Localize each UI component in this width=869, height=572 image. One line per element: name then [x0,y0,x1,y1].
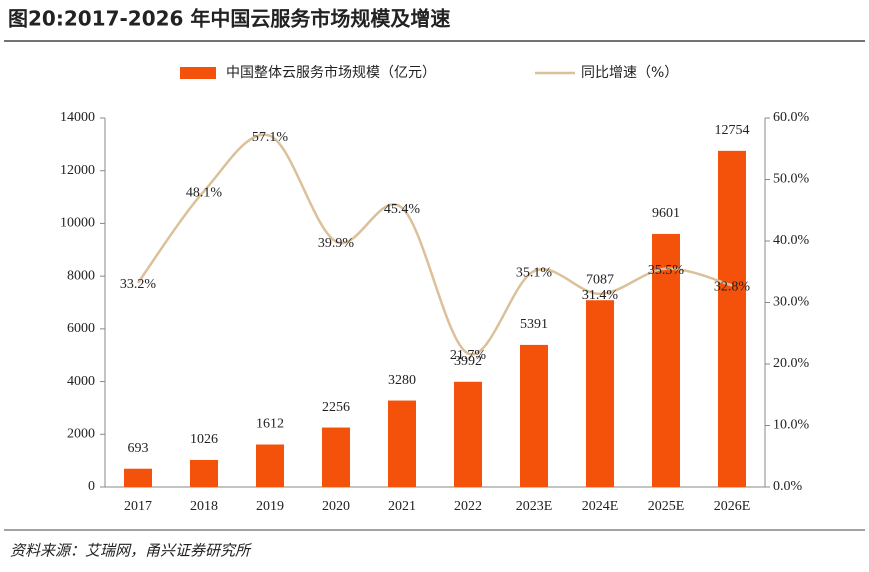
bar [322,427,350,487]
bar-label: 9601 [652,206,680,221]
bar-label: 3280 [388,373,416,388]
line-label: 31.4% [582,288,619,303]
bar [586,300,614,487]
y2-tick-label: 0.0% [773,479,803,494]
bar [256,444,284,487]
y-tick-label: 12000 [60,163,95,178]
bar [520,344,548,487]
y-tick-label: 6000 [67,321,95,336]
line-label: 39.9% [318,236,355,251]
bar-label: 1612 [256,417,284,432]
bar-label: 2256 [322,400,350,415]
y-tick-label: 10000 [60,216,95,231]
x-tick-label: 2018 [190,499,218,514]
x-tick-label: 2021 [388,499,416,514]
x-tick-label: 2023E [516,499,553,514]
bar-label: 7087 [586,272,614,287]
y2-tick-label: 20.0% [773,356,810,371]
y-tick-label: 0 [88,479,95,494]
legend-label: 中国整体云服务市场规模（亿元） [226,64,436,81]
y-tick-label: 8000 [67,268,95,283]
line [136,133,733,356]
line-label: 33.2% [120,277,157,292]
bar [718,150,746,487]
bar [190,459,218,487]
y2-tick-label: 10.0% [773,418,810,433]
bar-label: 5391 [520,317,548,332]
x-tick-label: 2022 [454,499,482,514]
line-label: 35.5% [648,263,685,278]
line-label: 32.8% [714,279,751,294]
line-label: 45.4% [384,202,421,217]
bar-label: 12754 [715,123,750,138]
legend-label: 同比增速（%） [581,65,678,81]
x-tick-label: 2025E [648,499,685,514]
x-tick-label: 2020 [322,499,350,514]
x-tick-label: 2017 [124,499,152,514]
y2-tick-label: 30.0% [773,295,810,310]
chart-title: 图20:2017-2026 年中国云服务市场规模及增速 [8,7,450,31]
y-tick-label: 14000 [60,110,95,125]
x-tick-label: 2024E [582,499,619,514]
line-label: 57.1% [252,130,289,145]
bar [388,400,416,487]
line-label: 21.7% [450,348,487,363]
bar [454,381,482,487]
x-tick-label: 2026E [714,499,751,514]
x-tick-label: 2019 [256,499,284,514]
y-tick-label: 4000 [67,374,95,389]
bar-label: 1026 [190,432,218,447]
y2-tick-label: 50.0% [773,172,810,187]
bar [652,233,680,487]
bar-label: 693 [128,441,149,456]
y2-tick-label: 60.0% [773,110,810,125]
legend-swatch [180,67,216,79]
bar-label: 3992 [454,354,482,369]
bar [124,468,152,487]
y2-tick-label: 40.0% [773,233,810,248]
y-tick-label: 2000 [67,427,95,442]
line-label: 48.1% [186,185,223,200]
source: 资料来源：艾瑞网，甬兴证券研究所 [10,542,252,560]
line-label: 35.1% [516,265,553,280]
